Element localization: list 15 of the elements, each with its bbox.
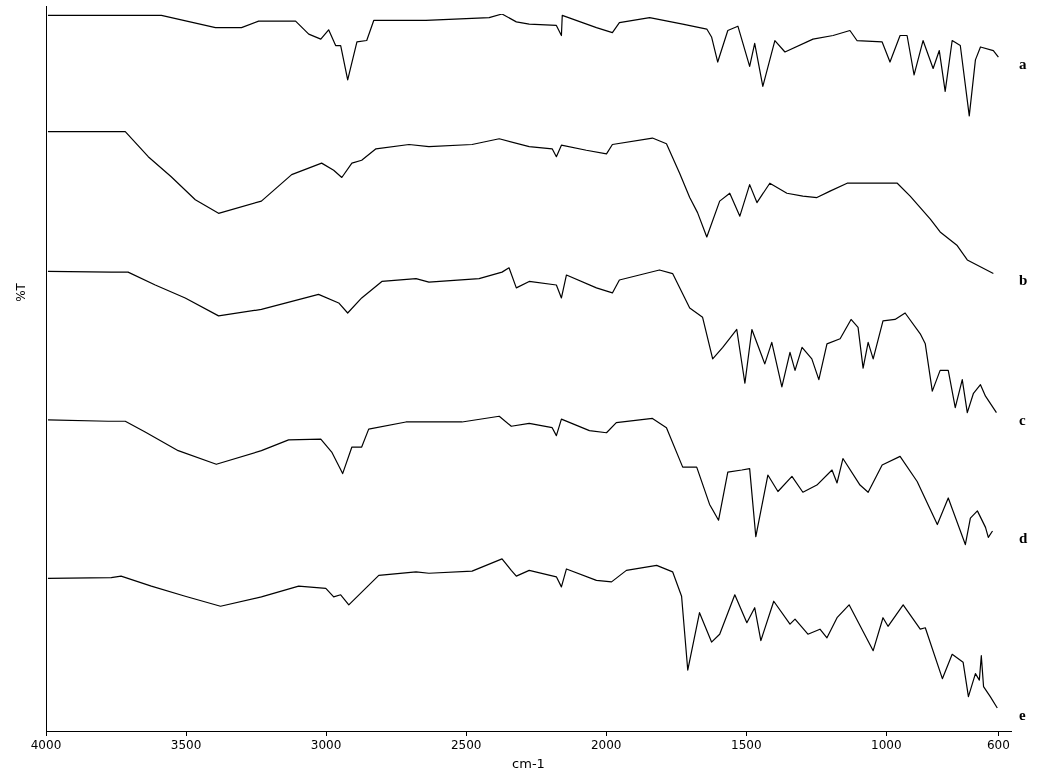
x-tick-label: 600 bbox=[986, 738, 1010, 753]
series-label: e bbox=[1019, 706, 1026, 723]
y-axis-title: %T bbox=[14, 282, 29, 302]
x-tick-label: 1000 bbox=[871, 738, 902, 753]
series-label: a bbox=[1019, 55, 1027, 72]
x-tick-label: 2000 bbox=[590, 738, 622, 753]
x-axis-title: cm-1 bbox=[512, 755, 545, 771]
x-tick-label: 1500 bbox=[731, 738, 762, 753]
series-label: b bbox=[1019, 272, 1028, 289]
series-label: c bbox=[1019, 411, 1026, 428]
x-tick-label: 3000 bbox=[310, 738, 342, 753]
x-tick-label: 2500 bbox=[450, 738, 482, 753]
x-tick-label: 4000 bbox=[30, 738, 62, 753]
series-label: d bbox=[1019, 529, 1028, 546]
x-tick-label: 3500 bbox=[170, 738, 202, 753]
